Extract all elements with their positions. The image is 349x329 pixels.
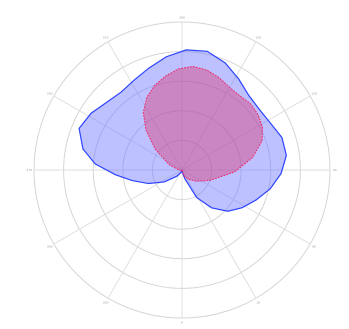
angle-tick-label-300: 300 <box>47 244 53 248</box>
angle-tick-label-210: 210 <box>103 36 109 40</box>
series-area-blue <box>78 49 287 212</box>
angle-tick-label-90: 90 <box>333 168 337 172</box>
angle-tick-label-30: 30 <box>256 300 260 304</box>
series-area-red <box>142 65 264 182</box>
grid-spoke-210 <box>107 41 183 171</box>
angle-tick-label-150: 150 <box>256 36 262 40</box>
angle-tick-label-60: 60 <box>312 244 316 248</box>
grid-spoke-120 <box>181 95 311 171</box>
angle-tick-label-180: 180 <box>179 15 185 19</box>
grid-spoke-30 <box>181 169 257 299</box>
grid-spoke-240 <box>53 95 183 171</box>
polar-grid <box>33 21 331 319</box>
angle-tick-label-240: 240 <box>47 92 53 96</box>
grid-spoke-330 <box>107 169 183 299</box>
angle-tick-label-120: 120 <box>311 92 317 96</box>
series-layer <box>78 49 287 212</box>
angle-tick-label-0: 0 <box>181 321 183 325</box>
angle-tick-layer: 0 30 60 90 120 150 180 210 240 270 300 330 <box>26 15 336 324</box>
grid-spoke-60 <box>181 169 311 245</box>
angle-tick-label-330: 330 <box>103 300 109 304</box>
grid-spoke-150 <box>181 41 257 171</box>
angle-tick-label-270: 270 <box>26 168 32 172</box>
